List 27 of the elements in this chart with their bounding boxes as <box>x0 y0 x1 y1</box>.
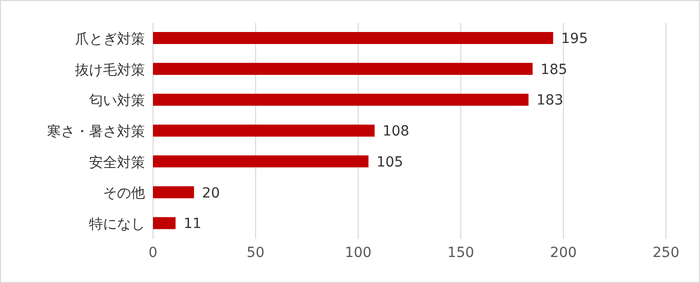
x-tick-label: 250 <box>652 244 680 261</box>
y-tick-label: 抜け毛対策 <box>75 62 145 78</box>
x-tick-label: 200 <box>550 244 577 261</box>
bar <box>153 94 529 106</box>
bar <box>153 217 176 230</box>
bar <box>153 32 554 44</box>
y-tick-label: 特になし <box>89 216 145 233</box>
bar <box>153 62 533 75</box>
y-tick-label: 匂い対策 <box>89 93 145 110</box>
bar <box>153 186 194 198</box>
y-tick-label: 安全対策 <box>89 154 145 171</box>
data-label: 105 <box>376 154 404 170</box>
data-label: 108 <box>382 124 410 140</box>
y-tick-label: 爪とぎ対策 <box>75 31 145 48</box>
data-label: 183 <box>536 92 564 109</box>
data-label: 11 <box>184 216 202 232</box>
data-label: 20 <box>202 185 220 202</box>
x-tick-label: 100 <box>344 244 372 261</box>
y-tick-label: その他 <box>103 186 145 202</box>
x-tick-label: 150 <box>447 244 474 261</box>
data-label: 185 <box>540 62 568 78</box>
bar <box>153 124 375 137</box>
x-tick-label: 0 <box>148 244 158 261</box>
x-tick-label: 50 <box>246 244 265 261</box>
data-label: 195 <box>561 30 588 47</box>
y-tick-label: 寒さ・暑さ対策 <box>47 124 145 140</box>
bar <box>153 155 368 168</box>
